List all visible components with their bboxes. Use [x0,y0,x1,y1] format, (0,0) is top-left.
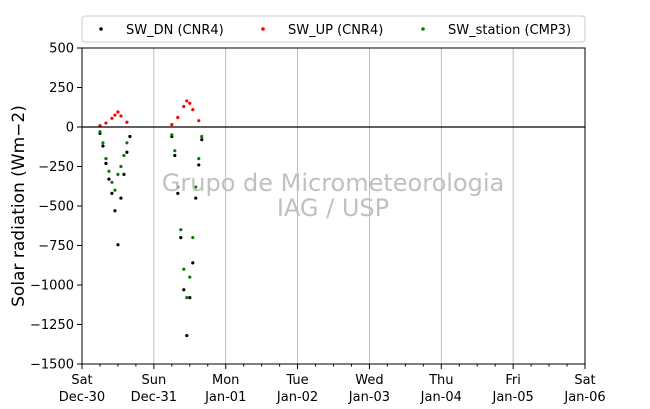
data-point [173,153,177,158]
data-point [182,288,186,292]
data-point [173,149,177,153]
data-point [200,134,204,139]
legend-marker-sw-dn [99,27,103,31]
data-point [170,123,174,127]
series-1 [98,99,201,128]
data-point [113,113,117,117]
data-point [125,150,129,154]
legend-label-sw-up: SW_UP (CNR4) [288,23,383,38]
plot-background [82,48,585,364]
data-point [176,191,180,195]
data-point [116,243,120,247]
x-tick-label: Jan-05 [492,390,534,405]
y-tick-label: 250 [49,81,74,96]
y-tick-label: 0 [66,121,74,136]
data-point [176,115,180,120]
y-tick-label: −1500 [30,358,74,373]
x-tick-day: Wed [355,373,383,388]
data-point [119,196,123,200]
x-tick-day: Tue [285,373,308,388]
data-point [197,163,201,167]
x-tick-label: Jan-02 [276,390,318,405]
y-tick-label: −1000 [30,279,74,294]
data-point [104,121,108,125]
data-point [104,161,108,165]
data-point [200,138,204,142]
x-tick-label: Dec-30 [59,390,105,405]
data-point [197,119,201,123]
data-point [122,153,126,158]
data-point [113,209,117,213]
data-point [191,261,195,265]
data-point [185,296,189,300]
x-tick-label: Jan-06 [563,390,605,405]
data-point [197,157,201,161]
x-tick-label: Dec-31 [131,390,177,405]
data-point [110,180,114,184]
legend-label-sw-station: SW_station (CMP3) [448,23,571,38]
legend: SW_DN (CNR4) SW_UP (CNR4) SW_station (CM… [81,15,586,43]
data-point [191,236,195,240]
data-point [119,114,123,118]
data-point [98,130,102,134]
data-point [107,177,111,181]
data-point [191,108,195,112]
data-point [116,172,120,176]
series-2 [98,130,204,300]
data-point [128,134,132,139]
data-point [104,157,108,161]
x-tick-day: Fri [505,373,521,388]
data-point [113,188,117,192]
y-tick-label: −1250 [30,318,74,333]
data-point [110,116,114,120]
data-point [182,104,186,109]
y-axis: 500 250 0 −250 −500 −750 −1000 −1250 −1500 [30,42,82,373]
y-tick-label: 500 [49,42,74,57]
data-point [179,236,183,240]
data-point [176,185,180,189]
data-points [98,99,204,338]
legend-marker-sw-station [421,27,425,31]
data-point [122,172,126,176]
x-tick-label: Jan-01 [204,390,246,405]
data-point [170,133,174,137]
data-point [194,185,198,189]
data-point [101,144,105,148]
data-point [185,99,189,103]
data-point [188,275,192,279]
watermark-line-2: IAG / USP [277,194,389,222]
data-point [101,141,105,145]
data-point [182,267,186,271]
x-tick-label: Jan-04 [420,390,462,405]
data-point [194,196,198,200]
data-point [125,120,129,124]
y-axis-label: Solar radiation (Wm−2) [9,105,29,307]
data-point [185,333,189,338]
x-tick-label: Jan-03 [348,390,390,405]
x-tick-day: Mon [212,373,239,388]
data-point [188,101,192,105]
x-tick-day: Sun [141,373,166,388]
x-tick-day: Sat [574,373,595,388]
x-tick-day: Sat [71,373,92,388]
legend-marker-sw-up [261,27,265,31]
data-point [179,228,183,232]
x-axis: Sat Dec-30 Sun Dec-31 Mon Jan-01 Tue Jan-02 Wed J… [59,364,606,405]
legend-label-sw-dn: SW_DN (CNR4) [126,23,224,38]
data-point [125,141,129,145]
data-point [107,169,111,173]
legend-box [81,15,586,43]
data-point [188,296,192,300]
x-tick-day: Thu [428,373,453,388]
watermark-line-1: Grupo de Micrometeorologia [162,169,504,197]
y-tick-label: −250 [38,160,74,175]
data-point [110,191,114,195]
data-point [116,110,120,114]
data-point [119,164,123,169]
y-tick-label: −750 [38,239,74,254]
y-tick-label: −500 [38,200,74,215]
